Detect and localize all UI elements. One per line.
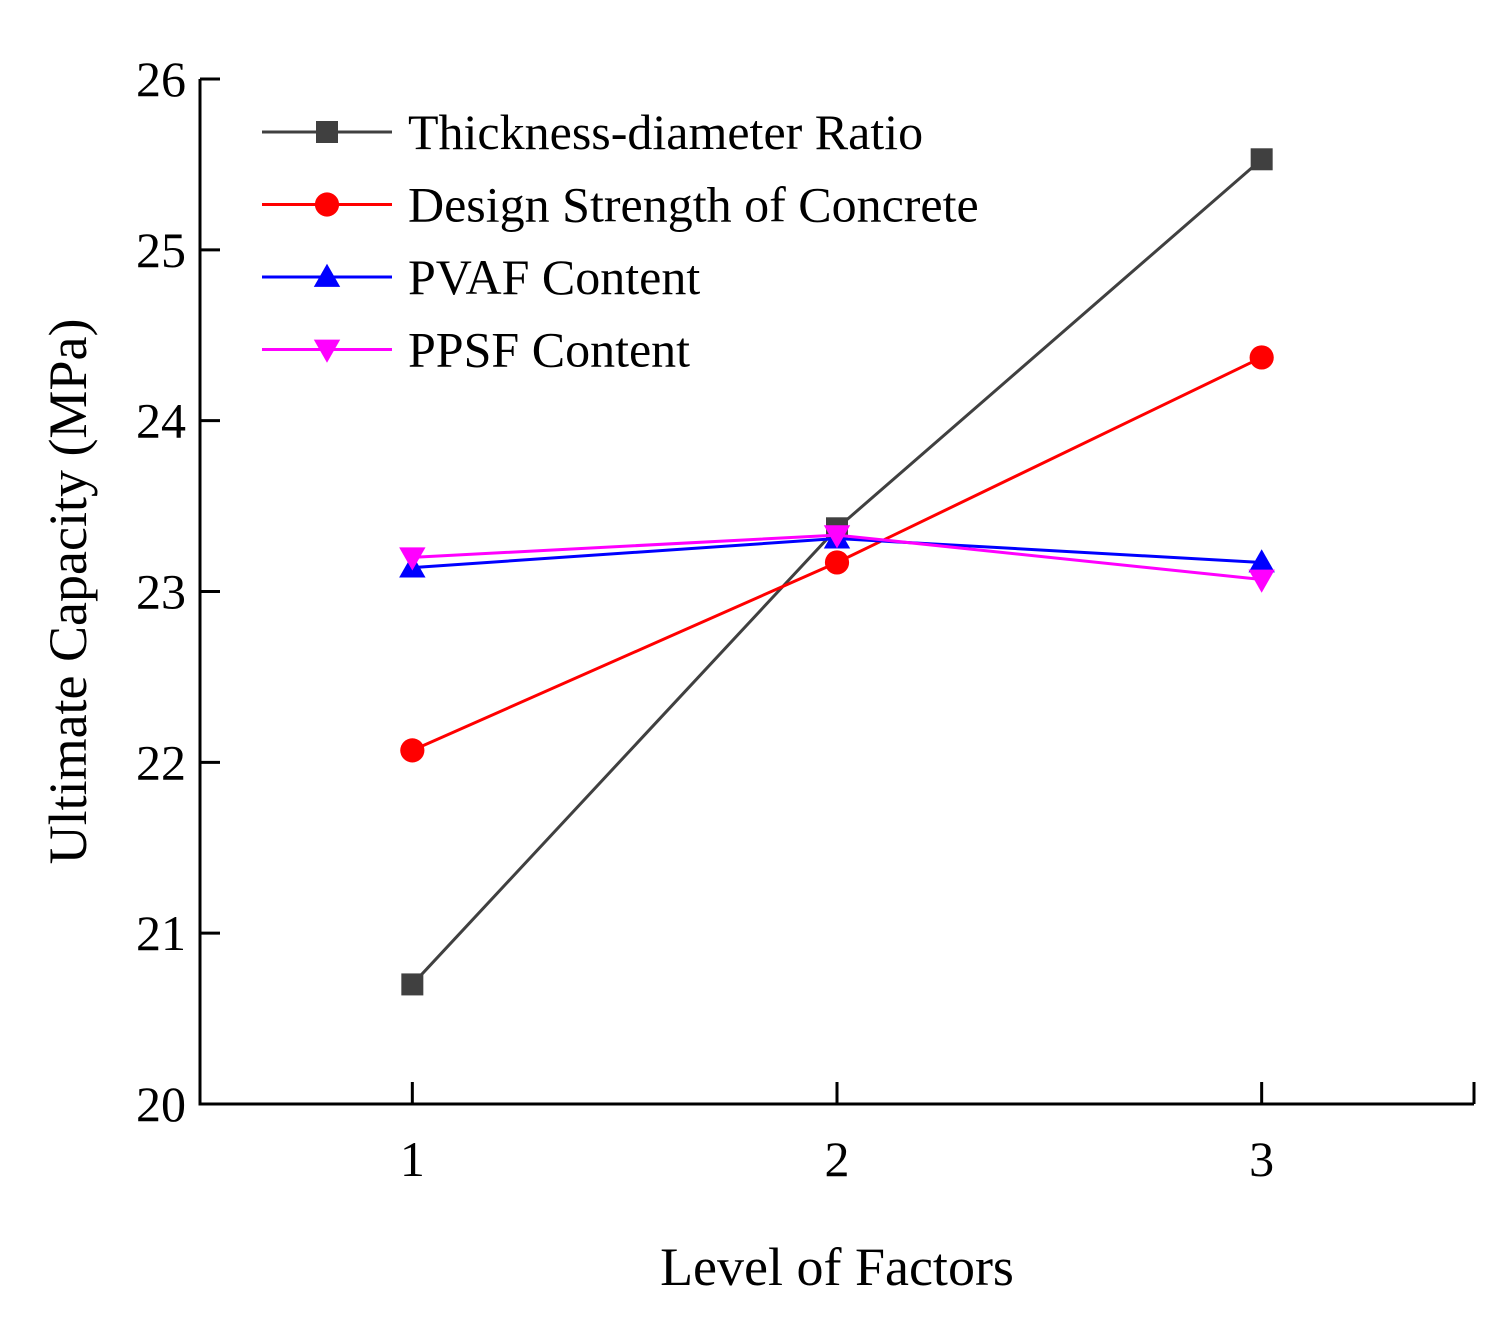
legend-item-2: Design Strength of Concrete [262, 177, 979, 233]
data-point-s2-x1 [400, 738, 425, 763]
y-tick-label-21: 21 [136, 905, 186, 961]
y-tick-label-20: 20 [136, 1076, 186, 1132]
y-tick-label-23: 23 [136, 564, 186, 620]
legend-item-4: PPSF Content [262, 322, 690, 378]
series-4 [399, 525, 1275, 593]
y-tick-label-25: 25 [136, 222, 186, 278]
data-point-s1-x1 [401, 973, 424, 996]
series-2 [400, 345, 1274, 763]
y-tick-label-24: 24 [136, 393, 186, 449]
data-point-s4-x3 [1248, 569, 1275, 593]
data-point-s1-x3 [1250, 148, 1273, 171]
legend-marker-4 [313, 339, 341, 363]
y-tick-label-22: 22 [136, 734, 186, 790]
y-axis-title: Ultimate Capacity (MPa) [38, 319, 98, 865]
legend-item-1: Thickness-diameter Ratio [262, 104, 923, 160]
legend-label-3: PVAF Content [408, 249, 700, 305]
legend-marker-3 [313, 263, 341, 287]
y-tick-label-26: 26 [136, 51, 186, 107]
data-point-s2-x3 [1249, 345, 1274, 370]
legend-label-2: Design Strength of Concrete [408, 177, 979, 233]
legend-marker-1 [316, 121, 338, 143]
data-point-s2-x2 [824, 550, 850, 575]
data-point-s3-x3 [1248, 549, 1275, 573]
data-point-s4-x2 [823, 525, 851, 549]
legend: Thickness-diameter Ratio Design Strength … [262, 104, 979, 378]
x-tick-label-1: 1 [400, 1131, 425, 1187]
series-layer [399, 148, 1275, 996]
x-tick-label-2: 2 [825, 1131, 850, 1187]
data-point-s4-x1 [399, 547, 426, 571]
x-tick-label-3: 3 [1249, 1131, 1274, 1187]
legend-label-4: PPSF Content [408, 322, 690, 378]
legend-marker-2 [314, 192, 340, 217]
legend-item-3: PVAF Content [262, 249, 700, 305]
x-axis-title: Level of Factors [660, 1237, 1014, 1297]
legend-label-1: Thickness-diameter Ratio [408, 104, 923, 160]
